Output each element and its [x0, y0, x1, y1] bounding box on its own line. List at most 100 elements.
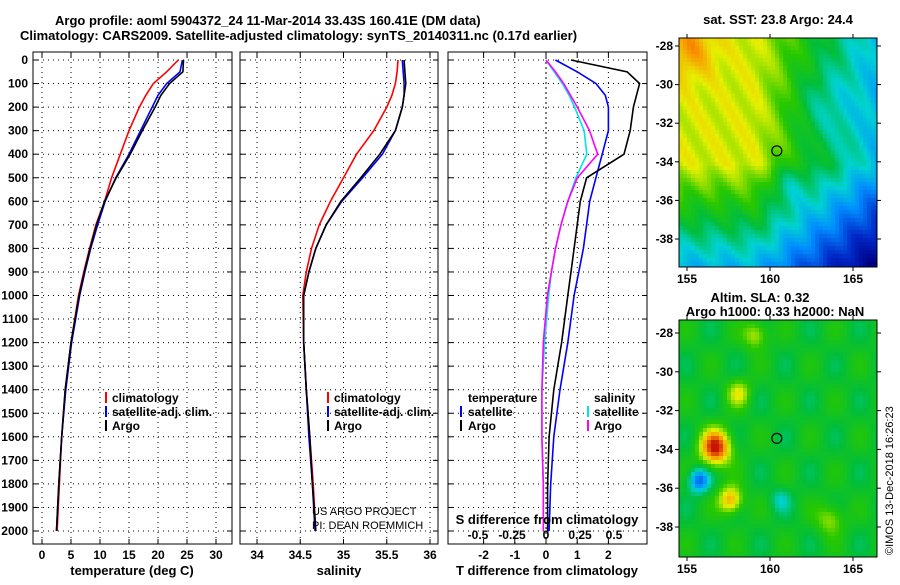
map-cell	[823, 254, 828, 259]
map-cell	[683, 194, 688, 199]
map-cell	[727, 424, 732, 429]
map-cell	[791, 66, 796, 71]
map-cell	[831, 472, 836, 477]
map-cell	[755, 388, 760, 393]
map-cell	[687, 154, 692, 159]
map-cell	[871, 134, 876, 139]
map-cell	[795, 428, 800, 433]
map-cell	[767, 360, 772, 365]
map-cell	[751, 460, 756, 465]
map-cell	[699, 58, 704, 63]
map-cell	[847, 46, 852, 51]
map-cell	[771, 344, 776, 349]
map-cell	[855, 262, 860, 267]
map-cell	[811, 476, 816, 481]
map-cell	[871, 408, 876, 413]
map-cell	[735, 484, 740, 489]
map-cell	[695, 166, 700, 171]
map-cell	[791, 332, 796, 337]
map-cell	[687, 448, 692, 453]
map-cell	[867, 440, 872, 445]
map-cell	[763, 440, 768, 445]
map-cell	[779, 182, 784, 187]
map-cell	[747, 250, 752, 255]
map-cell	[743, 332, 748, 337]
map-cell	[787, 222, 792, 227]
map-cell	[747, 344, 752, 349]
map-cell	[799, 134, 804, 139]
map-cell	[787, 250, 792, 255]
map-cell	[807, 480, 812, 485]
map-cell	[691, 332, 696, 337]
map-cell	[743, 154, 748, 159]
map-cell	[771, 218, 776, 223]
map-cell	[707, 146, 712, 151]
map-cell	[751, 392, 756, 397]
map-cell	[699, 384, 704, 389]
map-cell	[695, 198, 700, 203]
map-cell	[795, 122, 800, 127]
map-cell	[695, 320, 700, 325]
map-cell	[767, 352, 772, 357]
map-cell	[823, 94, 828, 99]
map-cell	[691, 126, 696, 131]
map-cell	[779, 162, 784, 167]
map-cell	[871, 368, 876, 373]
map-cell	[847, 154, 852, 159]
map-cell	[751, 142, 756, 147]
map-cell	[755, 404, 760, 409]
map-cell	[835, 102, 840, 107]
map-cell	[859, 210, 864, 215]
map-cell	[855, 424, 860, 429]
map-cell	[839, 194, 844, 199]
map-cell	[703, 412, 708, 417]
map-cell	[683, 218, 688, 223]
map-cell	[835, 226, 840, 231]
map-cell	[747, 324, 752, 329]
map-cell	[811, 360, 816, 365]
map-cell	[791, 328, 796, 333]
map-cell	[727, 356, 732, 361]
map-cell	[767, 90, 772, 95]
map-cell	[723, 404, 728, 409]
map-cell	[791, 222, 796, 227]
map-cell	[739, 324, 744, 329]
map-cell	[871, 162, 876, 167]
map-cell	[871, 54, 876, 59]
map-cell	[871, 126, 876, 131]
map-cell	[727, 50, 732, 55]
map-cell	[815, 102, 820, 107]
map-cell	[683, 210, 688, 215]
map-cell	[835, 396, 840, 401]
map-cell	[679, 476, 684, 481]
map-cell	[831, 90, 836, 95]
map-cell	[715, 174, 720, 179]
map-cell	[691, 70, 696, 75]
map-cell	[767, 210, 772, 215]
map-cell	[779, 360, 784, 365]
map-cell	[795, 102, 800, 107]
map-cell	[783, 480, 788, 485]
map-cell	[871, 464, 876, 469]
map-cell	[775, 166, 780, 171]
map-cell	[687, 460, 692, 465]
map-cell	[811, 58, 816, 63]
map-cell	[699, 42, 704, 47]
map-cell	[815, 174, 820, 179]
map-cell	[683, 186, 688, 191]
map-cell	[843, 226, 848, 231]
map-cell	[867, 392, 872, 397]
map-cell	[783, 194, 788, 199]
map-cell	[715, 66, 720, 71]
map-cell	[703, 118, 708, 123]
map-cell	[707, 78, 712, 83]
map-cell	[747, 206, 752, 211]
map-cell	[783, 388, 788, 393]
map-cell	[851, 106, 856, 111]
map-cell	[819, 388, 824, 393]
map-cell	[871, 258, 876, 263]
map-cell	[699, 238, 704, 243]
map-cell	[691, 400, 696, 405]
map-cell	[687, 242, 692, 247]
map-cell	[819, 42, 824, 47]
